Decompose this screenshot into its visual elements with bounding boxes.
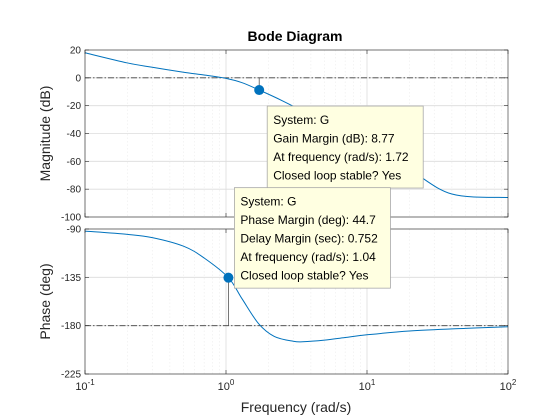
y-tick-label: -20: [67, 101, 82, 112]
datatip-line: Phase Margin (deg): 44.7: [240, 213, 376, 227]
margin-marker-dot[interactable]: [254, 85, 265, 96]
x-ticks: 10-1 100 101 102: [75, 50, 517, 393]
y-tick-label: -40: [67, 129, 82, 140]
margin-marker-dot[interactable]: [223, 272, 234, 283]
gain-margin-marker-group: [254, 77, 265, 96]
datatip-line: Closed loop stable? Yes: [240, 269, 368, 283]
x-tick-label: 101: [359, 378, 376, 393]
gain-margin-datatip[interactable]: System: G Gain Margin (dB): 8.77 At freque…: [266, 105, 424, 189]
y-tick-label: 20: [70, 46, 82, 57]
phase-margin-marker-group: [223, 272, 234, 326]
datatip-line: System: G: [273, 113, 329, 127]
x-tick-label: 10-1: [75, 378, 95, 393]
y-tick-label: -100: [61, 213, 81, 224]
y-tick-label: -90: [67, 225, 82, 236]
y-tick-label: 0: [75, 73, 81, 84]
y-tick-label: -225: [61, 370, 81, 381]
magnitude-ylabel: Magnitude (dB): [37, 86, 53, 182]
y-tick-label: -80: [67, 185, 82, 196]
phase-y-ticks: -90 -135 -180 -225: [61, 225, 508, 381]
datatip-line: Gain Margin (dB): 8.77: [273, 132, 395, 146]
y-tick-label: -60: [67, 157, 82, 168]
datatip-line: Delay Margin (sec): 0.752: [240, 232, 378, 246]
datatip-line: System: G: [240, 195, 296, 209]
chart-title: Bode Diagram: [248, 28, 343, 44]
y-tick-label: -180: [61, 321, 81, 332]
datatip-box[interactable]: [266, 105, 424, 189]
datatip-box[interactable]: [234, 187, 391, 289]
datatip-line: At frequency (rad/s): 1.72: [273, 150, 409, 164]
magnitude-y-ticks: 20 0 -20 -40 -60 -80 -100: [61, 46, 508, 224]
phase-margin-datatip[interactable]: System: G Phase Margin (deg): 44.7 Delay M…: [234, 187, 391, 289]
x-axis-label: Frequency (rad/s): [241, 399, 351, 415]
x-tick-label: 102: [500, 378, 517, 393]
x-tick-label: 100: [218, 378, 235, 393]
y-tick-label: -135: [61, 273, 81, 284]
datatip-line: At frequency (rad/s): 1.04: [240, 250, 376, 264]
datatip-line: Closed loop stable? Yes: [273, 169, 401, 183]
phase-ylabel: Phase (deg): [37, 263, 53, 339]
phase-curve: [84, 230, 509, 343]
